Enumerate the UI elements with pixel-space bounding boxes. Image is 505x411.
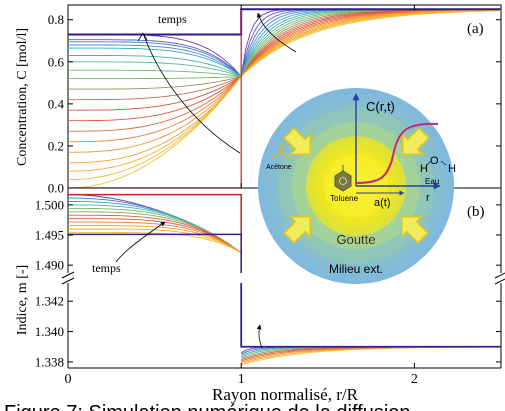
x-axis: 0 1 2 xyxy=(65,5,418,387)
medium-label: Milieu ext. xyxy=(329,262,383,276)
inset-diagram: C(r,t) a(t) r Acétone Toluene H O H Eau … xyxy=(258,88,456,284)
x-axis-label: Rayon normalisé, r/R xyxy=(212,385,359,404)
axis-break xyxy=(60,271,505,285)
panel-a-concentration-curve xyxy=(68,9,501,164)
panel-b-lower: 1.338 1.340 1.342 Indice, m [-] xyxy=(15,265,502,369)
panel-a: 0.0 0.2 0.4 0.6 0.8 (a) temps Concentration,… xyxy=(15,4,502,196)
panel-b-upper-y-ticks: 1.490 1.495 1.500 xyxy=(35,197,501,273)
panel-b-temps-arrow xyxy=(115,221,166,263)
panel-a-concentration-curve xyxy=(68,10,501,188)
panel-b-annotation: temps xyxy=(92,261,121,275)
panel-b-final-profile xyxy=(68,233,242,273)
panel-b-lower-y-tick-label: 1.342 xyxy=(35,294,64,309)
panel-a-reference-profile xyxy=(68,9,242,188)
panel-b-upper: 1.490 1.495 1.500 (b) temps xyxy=(35,187,502,275)
panel-b-label: (b) xyxy=(467,204,485,220)
panel-a-concentration-curve xyxy=(68,9,501,153)
panel-a-bath-arrow xyxy=(256,12,297,53)
panel-b-upper-y-tick-label: 1.490 xyxy=(35,258,64,273)
panel-a-label: (a) xyxy=(467,21,484,37)
toluene-label: Toluene xyxy=(330,194,359,203)
water-atom-h2: H xyxy=(448,163,456,175)
panel-a-concentration-curve xyxy=(68,9,501,143)
panel-a-curves xyxy=(68,8,501,188)
panel-b-bath-profile xyxy=(240,283,501,348)
panel-a-temps-arrow-line xyxy=(142,32,241,154)
panel-b-index-curve xyxy=(68,231,242,254)
inset-flux-arrows xyxy=(282,126,431,245)
water-label: Eau xyxy=(425,177,439,186)
water-molecule-icon: H O H xyxy=(420,155,456,175)
panel-a-y-tick-label: 0.8 xyxy=(48,12,64,27)
x-tick-label: 2 xyxy=(411,372,418,387)
inset-r-label: r xyxy=(426,192,430,204)
acetone-label: Acétone xyxy=(266,164,292,171)
panel-a-y-tick-label: 0.4 xyxy=(48,96,65,111)
panel-a-y-label: Concentration, C [mol/l] xyxy=(15,28,30,166)
panel-b-upper-y-tick-label: 1.500 xyxy=(35,197,64,212)
panel-b-index-curve xyxy=(68,228,242,254)
panel-a-temps-arrowhead xyxy=(137,32,148,42)
panel-a-concentration-curve xyxy=(68,8,501,111)
water-atom-o: O xyxy=(430,155,439,167)
drop-label: Goutte xyxy=(336,232,375,247)
panel-b-index-curve xyxy=(68,225,242,254)
panel-b-upper-y-tick-label: 1.495 xyxy=(35,228,64,243)
water-atom-h1: H xyxy=(420,163,428,175)
panel-b-lower-y-tick-label: 1.338 xyxy=(35,354,64,369)
inset-curve-label: C(r,t) xyxy=(366,99,395,114)
toluene-molecule-icon xyxy=(334,165,352,192)
panel-a-y-tick-label: 0.2 xyxy=(48,138,64,153)
panel-b-y-label: Indice, m [-] xyxy=(15,265,30,335)
panel-b-lower-y-tick-label: 1.340 xyxy=(35,324,64,339)
panel-a-concentration-curve xyxy=(68,9,501,172)
panel-a-concentration-curve xyxy=(68,8,501,101)
panel-a-y-tick-label: 0.6 xyxy=(48,54,65,69)
panel-b-lower-y-ticks: 1.338 1.340 1.342 xyxy=(35,294,501,369)
panel-b-lower-frame xyxy=(67,283,502,369)
panel-b-index-curve xyxy=(68,218,242,254)
caption: Figure 7: Simulation numérique de la dif… xyxy=(4,402,411,411)
x-tick-label: 1 xyxy=(238,372,245,387)
acetone-molecule-icon xyxy=(270,143,292,160)
inset-radius-label: a(t) xyxy=(374,197,391,209)
inset-concentration-curve xyxy=(355,122,439,184)
panel-a-annotation: temps xyxy=(158,12,187,26)
panel-b-upper-curves xyxy=(68,193,242,273)
panel-a-concentration-curve xyxy=(68,10,501,181)
panel-b-index-curve xyxy=(68,221,242,254)
panel-a-y-tick-label: 0.0 xyxy=(48,181,64,196)
panel-b-lower-arrow xyxy=(256,324,263,349)
x-tick-label: 0 xyxy=(65,372,72,387)
panel-b-lower-curves xyxy=(240,283,501,366)
